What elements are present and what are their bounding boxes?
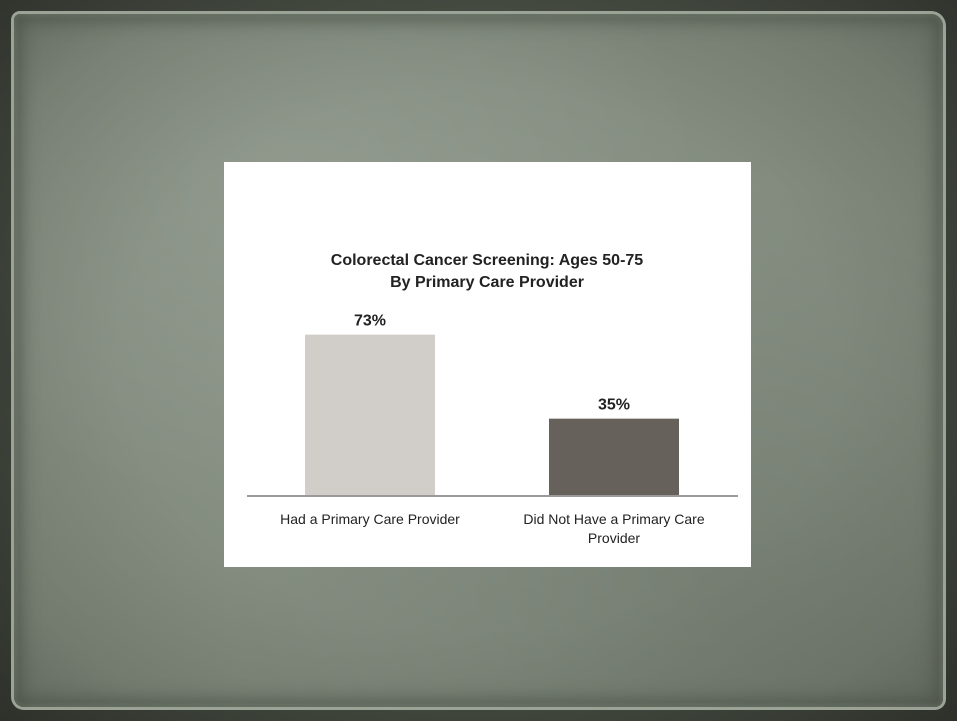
- bar-value-label-2: 35%: [598, 397, 630, 414]
- category-labels: Had a Primary Care Provider Did Not Have …: [280, 511, 705, 546]
- bar-1: [305, 334, 435, 496]
- chart-card: Colorectal Cancer Screening: Ages 50-75 B…: [224, 162, 751, 567]
- chart-title-line-1: Colorectal Cancer Screening: Ages 50-75: [331, 252, 644, 269]
- category-label-1-line-1: Had a Primary Care Provider: [280, 511, 460, 527]
- category-label-2-line-2: Provider: [588, 530, 640, 546]
- chart-title: Colorectal Cancer Screening: Ages 50-75 B…: [331, 252, 644, 291]
- bar-2: [549, 418, 679, 496]
- bar-chart: Colorectal Cancer Screening: Ages 50-75 B…: [247, 252, 738, 546]
- chart-title-line-2: By Primary Care Provider: [390, 274, 584, 291]
- bar-value-label-1: 73%: [354, 313, 386, 330]
- value-labels: 73% 35%: [354, 313, 630, 414]
- category-label-2-line-1: Did Not Have a Primary Care: [523, 511, 704, 527]
- bars: [305, 334, 679, 496]
